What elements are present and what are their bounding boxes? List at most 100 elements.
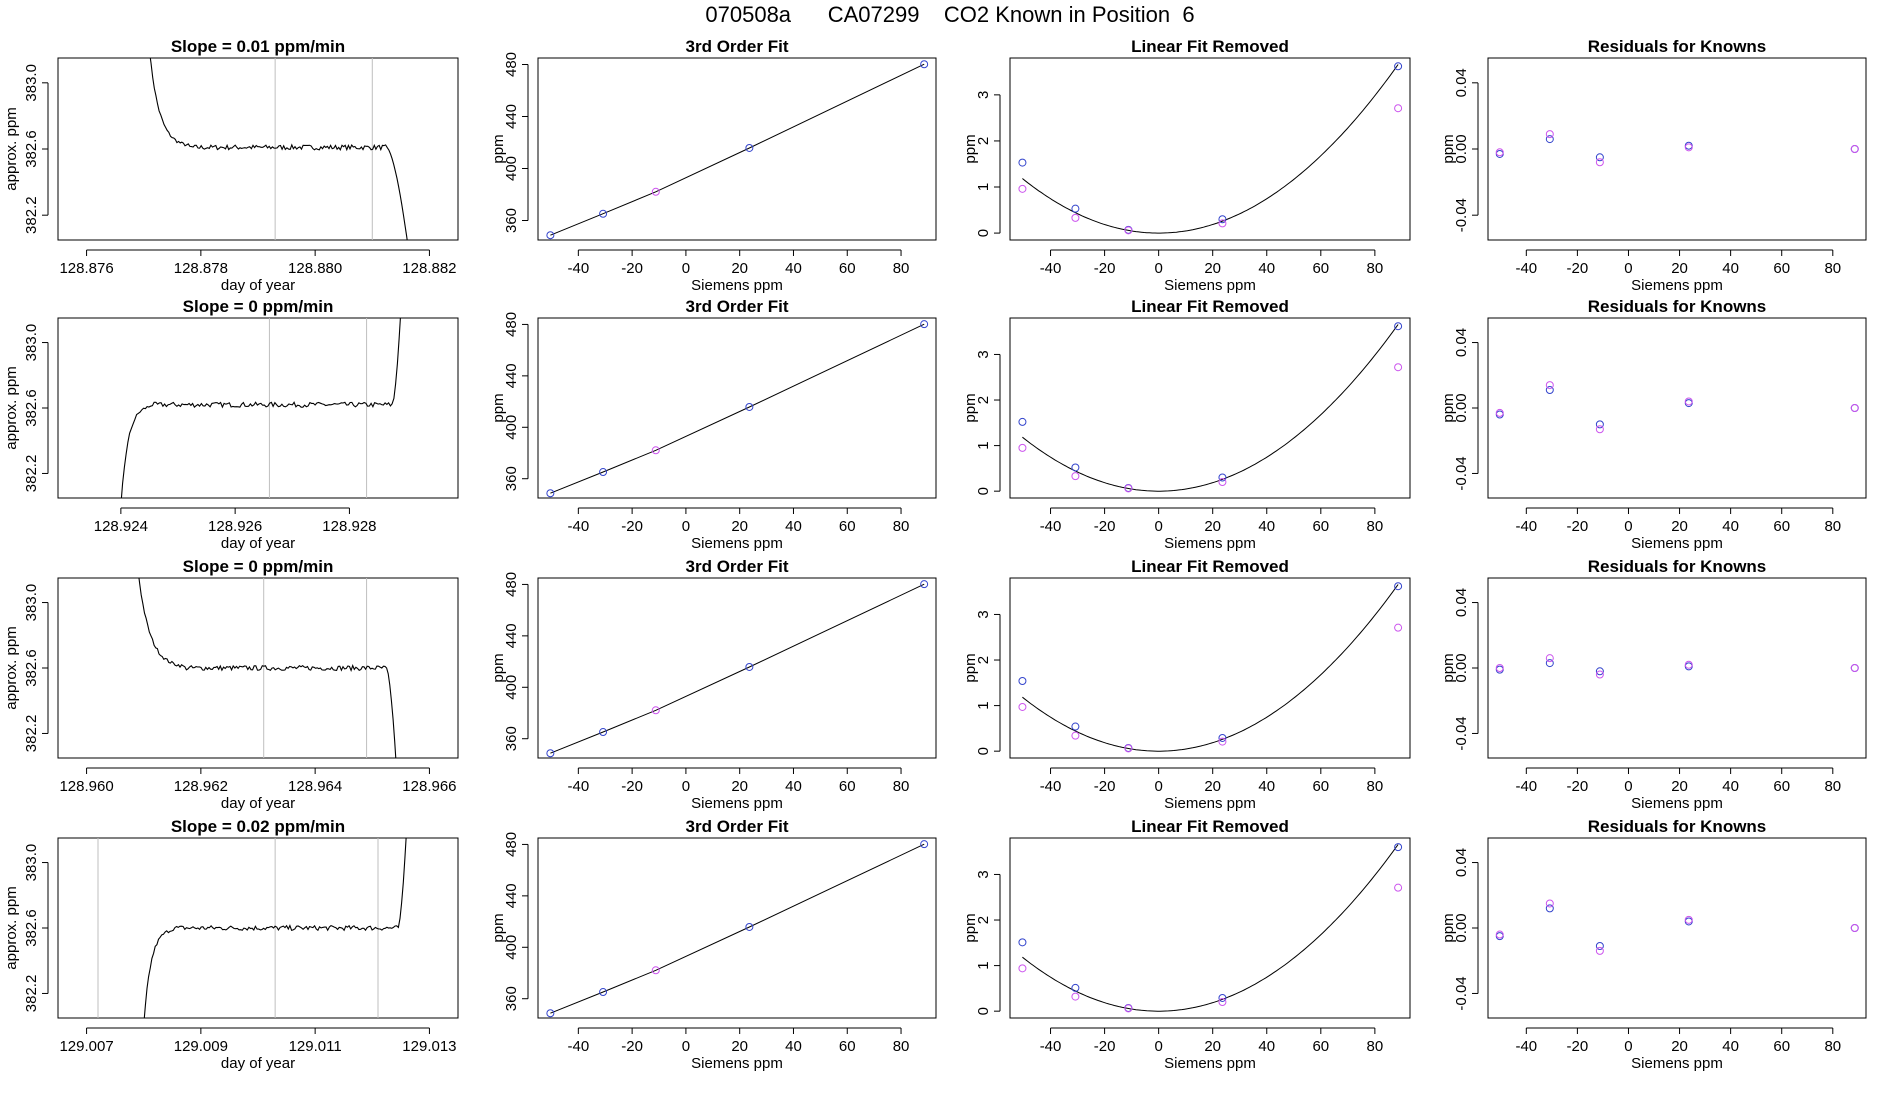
y-tick-label: -0.04	[1453, 198, 1470, 232]
y-tick-label: -0.04	[1453, 716, 1470, 750]
data-point	[1595, 153, 1604, 162]
x-tick-label: -40	[567, 778, 589, 795]
fit-line	[550, 583, 925, 754]
y-axis-label: ppm	[1440, 393, 1457, 422]
panel-title: 3rd Order Fit	[686, 297, 789, 316]
y-tick-label: 360	[503, 986, 520, 1011]
x-tick-label: 128.966	[402, 778, 456, 795]
x-tick-label: -40	[1515, 1038, 1537, 1055]
y-tick-label: 382.6	[23, 389, 40, 427]
data-point	[1124, 226, 1133, 235]
x-axis-label: Siemens ppm	[1164, 1055, 1256, 1072]
plot-area	[1018, 843, 1403, 1013]
y-tick-label: 1	[975, 441, 992, 449]
x-tick-label: 60	[1773, 778, 1790, 795]
x-tick-label: 40	[1722, 1038, 1739, 1055]
data-point	[1124, 744, 1133, 753]
x-tick-label: 80	[893, 518, 910, 535]
y-tick-label: 3	[975, 610, 992, 618]
x-tick-label: -20	[1094, 518, 1116, 535]
x-tick-label: 129.009	[174, 1038, 228, 1055]
x-tick-label: 80	[893, 1038, 910, 1055]
panel-timeseries-2: Slope = 0 ppm/min 128.960 128.962 128.964 12…	[3, 557, 459, 812]
panel-residuals-1: Residuals for Knowns -40 -20 0 20 40 60 80 Sieme…	[1440, 297, 1867, 552]
data-point	[599, 988, 608, 997]
x-axis-label: day of year	[221, 1055, 295, 1072]
x-axis-label: Siemens ppm	[1164, 795, 1256, 812]
fit-line	[550, 63, 925, 236]
x-tick-label: 128.878	[174, 260, 228, 277]
data-point	[1545, 386, 1554, 394]
y-tick-label: 360	[503, 726, 520, 751]
panel-title: Residuals for Knowns	[1588, 297, 1767, 316]
x-tick-label: 20	[1671, 1038, 1688, 1055]
data-point	[1684, 141, 1693, 150]
x-tick-label: 20	[1671, 260, 1688, 277]
y-tick-label: 400	[503, 935, 520, 960]
x-tick-label: 0	[1624, 1038, 1632, 1055]
panel-fit-3: 3rd Order Fit -40 -20 0 20 40 60 80 Siemens ppm 3…	[490, 817, 937, 1072]
data-point	[1018, 702, 1027, 711]
x-tick-label: 0	[682, 260, 690, 277]
y-tick-label: 3	[975, 91, 992, 99]
x-tick-label: 128.882	[402, 260, 456, 277]
data-point	[1545, 130, 1554, 139]
y-tick-label: 480	[503, 832, 520, 857]
panel-fit-1: 3rd Order Fit -40 -20 0 20 40 60 80 Siemens ppm 3…	[490, 297, 937, 552]
x-tick-label: 0	[1154, 260, 1162, 277]
x-tick-label: -40	[1515, 260, 1537, 277]
x-tick-label: 129.007	[59, 1038, 113, 1055]
x-tick-label: -20	[1567, 1038, 1589, 1055]
x-tick-label: 20	[731, 778, 748, 795]
data-point	[1124, 484, 1133, 493]
y-axis-label: ppm	[962, 393, 979, 422]
x-tick-label: 40	[1258, 260, 1275, 277]
x-tick-label: 40	[785, 260, 802, 277]
data-point	[1684, 915, 1693, 924]
fit-line	[550, 323, 925, 494]
x-tick-label: 80	[893, 260, 910, 277]
panel-title: Slope = 0.01 ppm/min	[171, 37, 345, 56]
x-tick-label: -40	[567, 518, 589, 535]
data-point	[1218, 219, 1227, 228]
data-point	[1218, 993, 1227, 1002]
panel-fit-2: 3rd Order Fit -40 -20 0 20 40 60 80 Siemens ppm 3…	[490, 557, 937, 812]
x-axis-label: Siemens ppm	[1631, 795, 1723, 812]
x-axis-label: Siemens ppm	[691, 795, 783, 812]
y-tick-label: 382.6	[23, 130, 40, 168]
y-tick-label: 382.2	[23, 975, 40, 1013]
plot-area	[546, 840, 929, 1018]
x-tick-label: 20	[1204, 518, 1221, 535]
data-point	[745, 662, 754, 671]
x-tick-label: -40	[1515, 518, 1537, 535]
data-point	[1684, 662, 1693, 671]
data-point	[1394, 104, 1403, 113]
data-point	[1018, 676, 1027, 685]
y-tick-label: 480	[503, 572, 520, 597]
data-point	[1684, 397, 1693, 406]
time-trace-line	[120, 318, 401, 498]
y-tick-label: 440	[503, 883, 520, 908]
data-point	[1684, 660, 1693, 669]
x-tick-label: 0	[682, 1038, 690, 1055]
x-tick-label: 60	[1773, 260, 1790, 277]
x-axis-label: Siemens ppm	[1631, 1055, 1723, 1072]
x-tick-label: -40	[1040, 778, 1062, 795]
y-tick-label: 440	[503, 363, 520, 388]
page-title: 070508a CA07299 CO2 Known in Position 6	[705, 2, 1195, 27]
data-point	[1684, 917, 1693, 926]
panel-linear_removed-2: Linear Fit Removed-40 -20 0 20 40 60 80Siemens…	[962, 557, 1411, 812]
data-point	[1545, 381, 1554, 390]
time-trace-line	[149, 58, 408, 240]
data-point	[599, 728, 608, 737]
plot-frame	[1009, 317, 1411, 499]
y-tick-label: 0.04	[1453, 328, 1470, 357]
y-tick-label: 0	[975, 487, 992, 495]
x-tick-label: 40	[1722, 778, 1739, 795]
y-axis-label: approx. ppm	[3, 366, 20, 449]
panel-title: Linear Fit Removed	[1131, 297, 1289, 316]
x-tick-label: -20	[1567, 778, 1589, 795]
data-point	[1545, 899, 1554, 908]
panel-title: 3rd Order Fit	[686, 557, 789, 576]
